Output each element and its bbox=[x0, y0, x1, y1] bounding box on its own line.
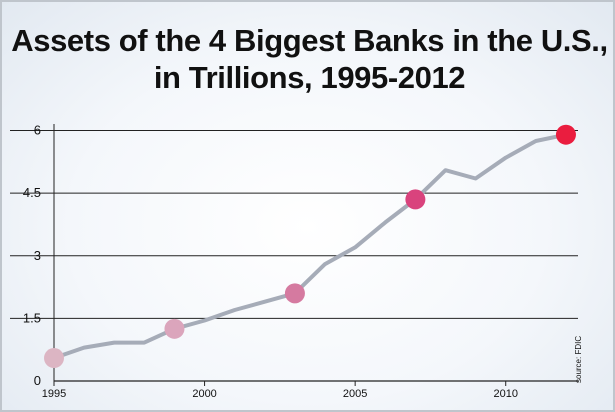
chart-title-line-2: in Trillions, 1995-2012 bbox=[153, 60, 466, 95]
x-tick-label: 1995 bbox=[42, 388, 66, 400]
axes bbox=[53, 124, 578, 382]
highlight-point bbox=[555, 124, 576, 145]
x-tick-label: 2010 bbox=[493, 388, 517, 400]
series-line bbox=[52, 132, 568, 360]
highlight-point bbox=[44, 348, 64, 369]
x-tick-label: 2005 bbox=[343, 388, 367, 400]
y-tick-label: 0 bbox=[34, 373, 41, 388]
y-tick-label: 1.5 bbox=[23, 310, 41, 325]
chart-title-line-1: Assets of the 4 Biggest Banks in the U.S… bbox=[11, 23, 608, 58]
highlight-points bbox=[44, 124, 576, 369]
highlight-point bbox=[164, 318, 185, 339]
highlight-point bbox=[284, 283, 305, 304]
y-tick-label: 3 bbox=[34, 248, 41, 263]
highlight-point bbox=[405, 189, 426, 210]
y-axis-ticks: 0 1.5 3 4.5 6 bbox=[23, 123, 41, 388]
x-tick-label: 2000 bbox=[192, 388, 216, 400]
y-tick-label: 4.5 bbox=[23, 185, 41, 200]
grid-lines bbox=[10, 130, 578, 319]
y-tick-label: 6 bbox=[34, 123, 41, 138]
source-label: source: FDIC bbox=[574, 336, 583, 383]
x-axis-ticks: 1995 2000 2005 2010 bbox=[42, 381, 518, 400]
assets-line bbox=[52, 132, 568, 360]
